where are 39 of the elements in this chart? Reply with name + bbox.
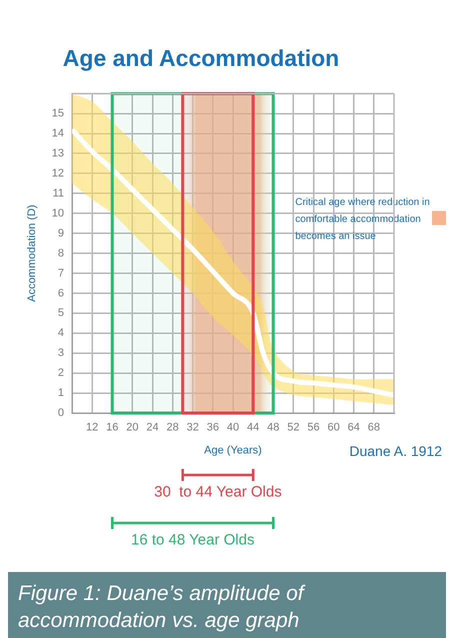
y-tick-label: 12 [52, 167, 64, 180]
y-tick-label: 15 [52, 108, 64, 120]
x-tick-label: 16 [106, 422, 118, 434]
x-tick-label: 52 [287, 422, 300, 434]
y-tick-label: 9 [58, 227, 64, 240]
band-label: 16 to 48 Year Olds [131, 532, 254, 549]
x-tick-label: 48 [267, 422, 280, 434]
x-tick-label: 36 [206, 422, 219, 434]
x-tick-label: 24 [146, 422, 159, 434]
x-tick-label: 28 [166, 422, 179, 434]
x-tick-label: 32 [186, 422, 199, 434]
y-tick-label: 8 [58, 247, 64, 260]
x-tick-label: 68 [368, 422, 380, 434]
x-tick-label: 12 [86, 422, 98, 434]
y-tick-label: 6 [58, 287, 64, 300]
y-tick-label: 14 [52, 128, 64, 140]
y-tick-label: 4 [58, 327, 64, 340]
y-tick-label: 2 [58, 367, 64, 380]
x-tick-label: 20 [126, 422, 138, 434]
y-tick-label: 10 [52, 207, 64, 220]
x-tick-label: 40 [226, 422, 240, 434]
y-tick-label: 5 [58, 307, 64, 320]
x-tick-label: 44 [247, 422, 260, 434]
text: Duane A. 1912 [349, 442, 442, 459]
x-tick-label: 60 [328, 422, 340, 434]
y-tick-label: 13 [52, 148, 64, 160]
y-tick-label: 11 [52, 187, 64, 200]
y-axis-title: Accommodation (D) [26, 204, 38, 302]
x-tick-label: 64 [348, 422, 360, 434]
y-tick-label: 1 [58, 387, 64, 400]
y-tick-label: 3 [58, 347, 64, 360]
y-tick-label: 0 [58, 407, 64, 420]
band-label: 30 to 44 Year Olds [154, 484, 282, 501]
y-tick-label: 7 [58, 267, 64, 280]
x-tick-label: 56 [307, 422, 320, 434]
chart-title: Age and Accommodation [62, 45, 340, 72]
caption: Figure 1: Duane’s amplitude of accommodation vs. age graph [8, 572, 446, 638]
band-label: Critical age where reduction in comfortable accommodation becomes an issue [295, 197, 430, 242]
x-axis-title: Age (Years) [204, 444, 262, 457]
